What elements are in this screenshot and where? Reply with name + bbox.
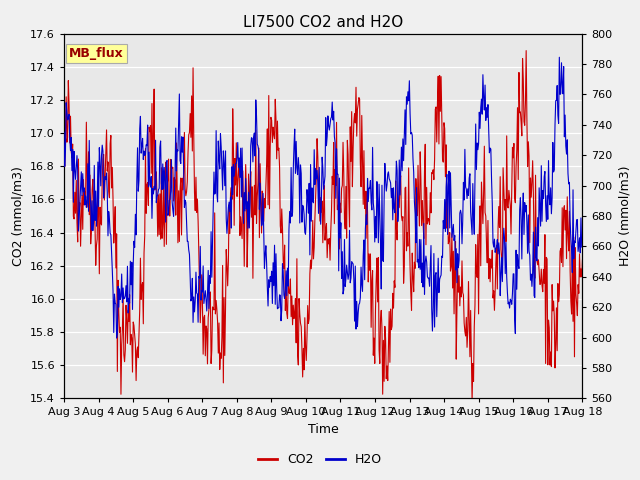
Legend: CO2, H2O: CO2, H2O [253, 448, 387, 471]
Y-axis label: H2O (mmol/m3): H2O (mmol/m3) [618, 166, 631, 266]
Text: MB_flux: MB_flux [69, 48, 124, 60]
Y-axis label: CO2 (mmol/m3): CO2 (mmol/m3) [12, 166, 24, 266]
Title: LI7500 CO2 and H2O: LI7500 CO2 and H2O [243, 15, 403, 30]
X-axis label: Time: Time [308, 423, 339, 436]
